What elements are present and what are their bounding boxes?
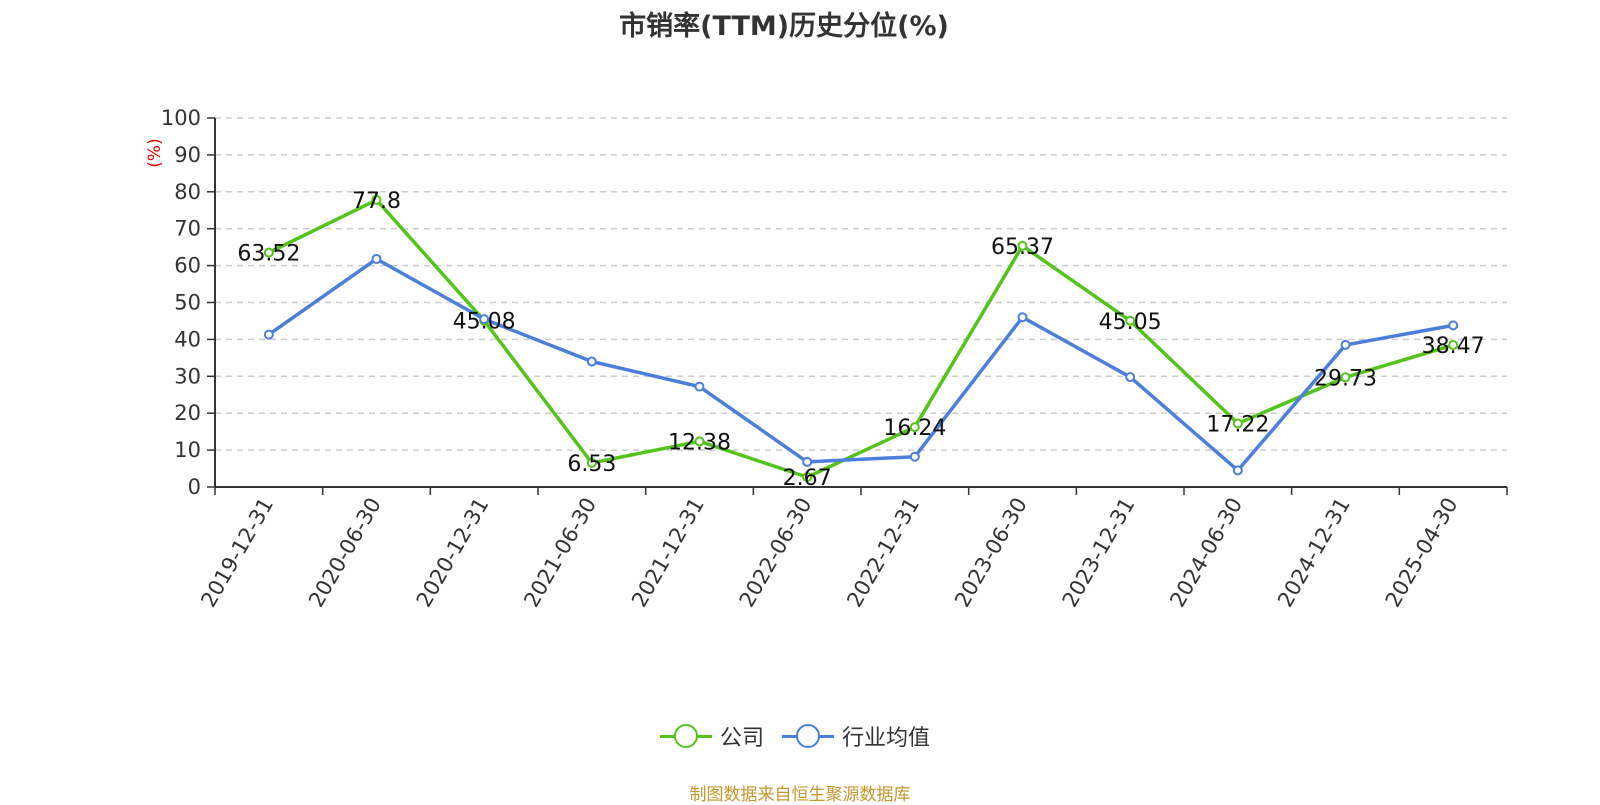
data-label: 29.73 [1314, 366, 1377, 391]
chart-title: 市销率(TTM)历史分位(%) [619, 11, 949, 42]
y-tick-label: 70 [174, 217, 201, 241]
source-note: 制图数据来自恒生聚源数据库 [689, 785, 911, 805]
y-tick-label: 30 [174, 364, 201, 388]
data-point-industry [802, 456, 813, 467]
y-tick-label: 0 [188, 475, 201, 499]
data-point-industry [479, 314, 490, 325]
x-tick-label: 2021-12-31 [627, 494, 709, 612]
data-label: 6.53 [567, 452, 616, 477]
y-tick-label: 80 [174, 180, 201, 204]
data-point-company [371, 194, 382, 205]
data-point-industry [1232, 465, 1243, 476]
y-tick-label: 20 [174, 401, 201, 425]
data-label: 77.8 [352, 189, 401, 214]
x-tick-label: 2022-12-31 [842, 493, 924, 611]
legend-industry-marker [782, 723, 835, 749]
data-point-industry [586, 356, 597, 367]
series-line-industry [267, 257, 1454, 473]
data-label: 2.67 [783, 466, 832, 491]
x-tick-label: 2022-06-30 [735, 494, 817, 612]
y-tick-label: 10 [174, 438, 201, 462]
data-label: 45.05 [1099, 310, 1162, 335]
data-point-company [1125, 315, 1136, 326]
data-point-industry [1017, 312, 1028, 323]
y-tick-label: 100 [161, 106, 201, 130]
legend-company-marker [660, 723, 712, 749]
data-label: 63.52 [237, 242, 300, 267]
y-tick-label: 40 [174, 327, 201, 351]
data-label: 65.37 [991, 235, 1054, 260]
x-tick-label: 2023-12-31 [1058, 494, 1140, 612]
data-point-company [1340, 372, 1351, 383]
data-label: 12.38 [668, 430, 731, 455]
y-tick-label: 90 [174, 143, 201, 167]
data-point-company [694, 436, 705, 447]
x-tick-label: 2024-12-31 [1273, 494, 1355, 612]
data-point-company [909, 422, 920, 433]
x-tick-label: 2020-12-31 [412, 493, 494, 611]
x-tick-label: 2019-12-31 [196, 494, 278, 612]
y-tick-label: 60 [174, 254, 201, 278]
x-tick-label: 2021-06-30 [519, 494, 601, 612]
y-axis-label: (%) [145, 138, 165, 167]
x-tick-label: 2024-06-30 [1165, 494, 1247, 612]
data-point-industry [1448, 320, 1459, 331]
legend: 公司 行业均值 [660, 720, 948, 752]
data-point-company [1232, 418, 1243, 429]
data-label: 38.47 [1422, 334, 1485, 359]
legend-item-industry-average[interactable]: 行业均值 [782, 720, 930, 752]
legend-industry-label: 行业均值 [842, 726, 931, 751]
data-point-company [1017, 240, 1028, 251]
data-label: 45.08 [453, 310, 516, 335]
data-label: 17.22 [1206, 412, 1269, 437]
data-point-company [1448, 340, 1459, 351]
data-point-company [586, 457, 597, 468]
data-point-industry [694, 381, 705, 392]
data-label: 16.24 [883, 416, 946, 441]
data-point-industry [263, 329, 274, 340]
data-point-industry [1340, 339, 1351, 350]
series-line-company [268, 198, 1454, 479]
data-point-industry [371, 253, 382, 264]
y-tick-label: 50 [174, 291, 201, 315]
legend-company-label: 公司 [720, 726, 765, 751]
x-tick-label: 2025-04-30 [1381, 494, 1463, 612]
x-tick-label: 2020-06-30 [304, 494, 386, 612]
data-point-industry [1125, 372, 1136, 383]
x-tick-label: 2023-06-30 [950, 494, 1032, 612]
data-point-company [263, 247, 274, 258]
data-point-company [802, 472, 813, 483]
data-point-industry [909, 451, 920, 462]
legend-item-company[interactable]: 公司 [660, 720, 764, 752]
